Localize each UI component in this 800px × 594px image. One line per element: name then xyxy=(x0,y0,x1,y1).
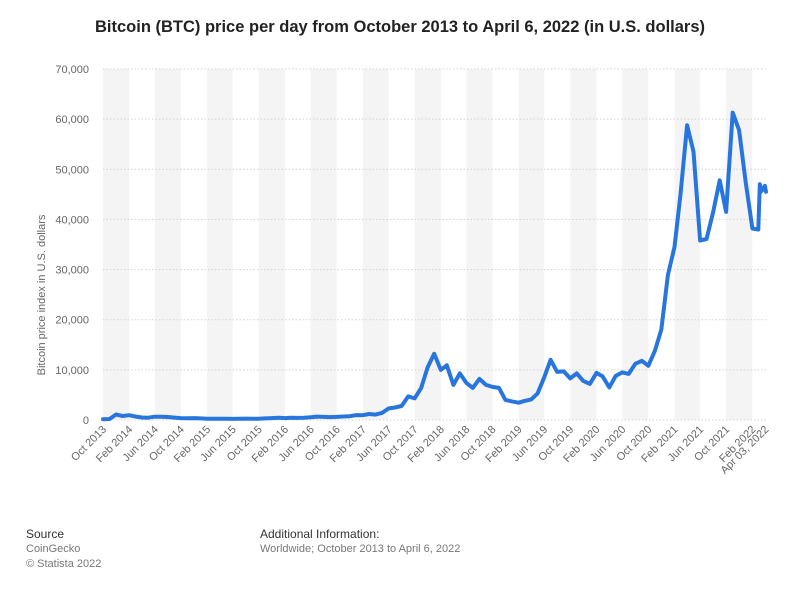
background-band xyxy=(570,69,597,420)
background-band xyxy=(518,69,545,420)
info-heading: Additional Information: xyxy=(260,527,380,541)
background-band xyxy=(674,69,701,420)
y-tick-label: 60,000 xyxy=(55,114,89,126)
chart-title: Bitcoin (BTC) price per day from October… xyxy=(94,18,706,36)
y-tick-label: 40,000 xyxy=(55,214,89,226)
y-tick-label: 70,000 xyxy=(55,64,89,76)
background-band xyxy=(726,69,753,420)
price-series-line xyxy=(101,110,768,422)
source-name[interactable]: CoinGecko xyxy=(26,543,81,555)
background-band xyxy=(362,69,389,420)
y-tick-label: 30,000 xyxy=(55,265,89,277)
y-tick-label: 50,000 xyxy=(55,164,89,176)
background-band xyxy=(207,69,233,420)
y-axis-ticks: 0 10,000 20,000 30,000 40,000 50,000 60,000 70,… xyxy=(55,64,89,427)
source-heading: Source xyxy=(26,527,65,541)
background-band xyxy=(466,69,493,420)
source-block: Source CoinGecko © Statista 2022 xyxy=(26,527,101,572)
background-band xyxy=(258,69,285,420)
y-tick-label: 20,000 xyxy=(55,315,89,327)
background-band xyxy=(103,69,130,420)
additional-info-block: Additional Information: Worldwide; Octob… xyxy=(260,527,460,557)
y-tick-label: 0 xyxy=(83,415,89,427)
y-tick-label: 10,000 xyxy=(55,365,89,377)
copyright-text: © Statista 2022 xyxy=(26,558,102,570)
background-band xyxy=(310,69,337,420)
y-axis-label: Bitcoin price index in U.S. dollars xyxy=(36,214,48,375)
background-band xyxy=(154,69,181,420)
info-text: Worldwide; October 2013 to April 6, 2022 xyxy=(260,543,461,555)
